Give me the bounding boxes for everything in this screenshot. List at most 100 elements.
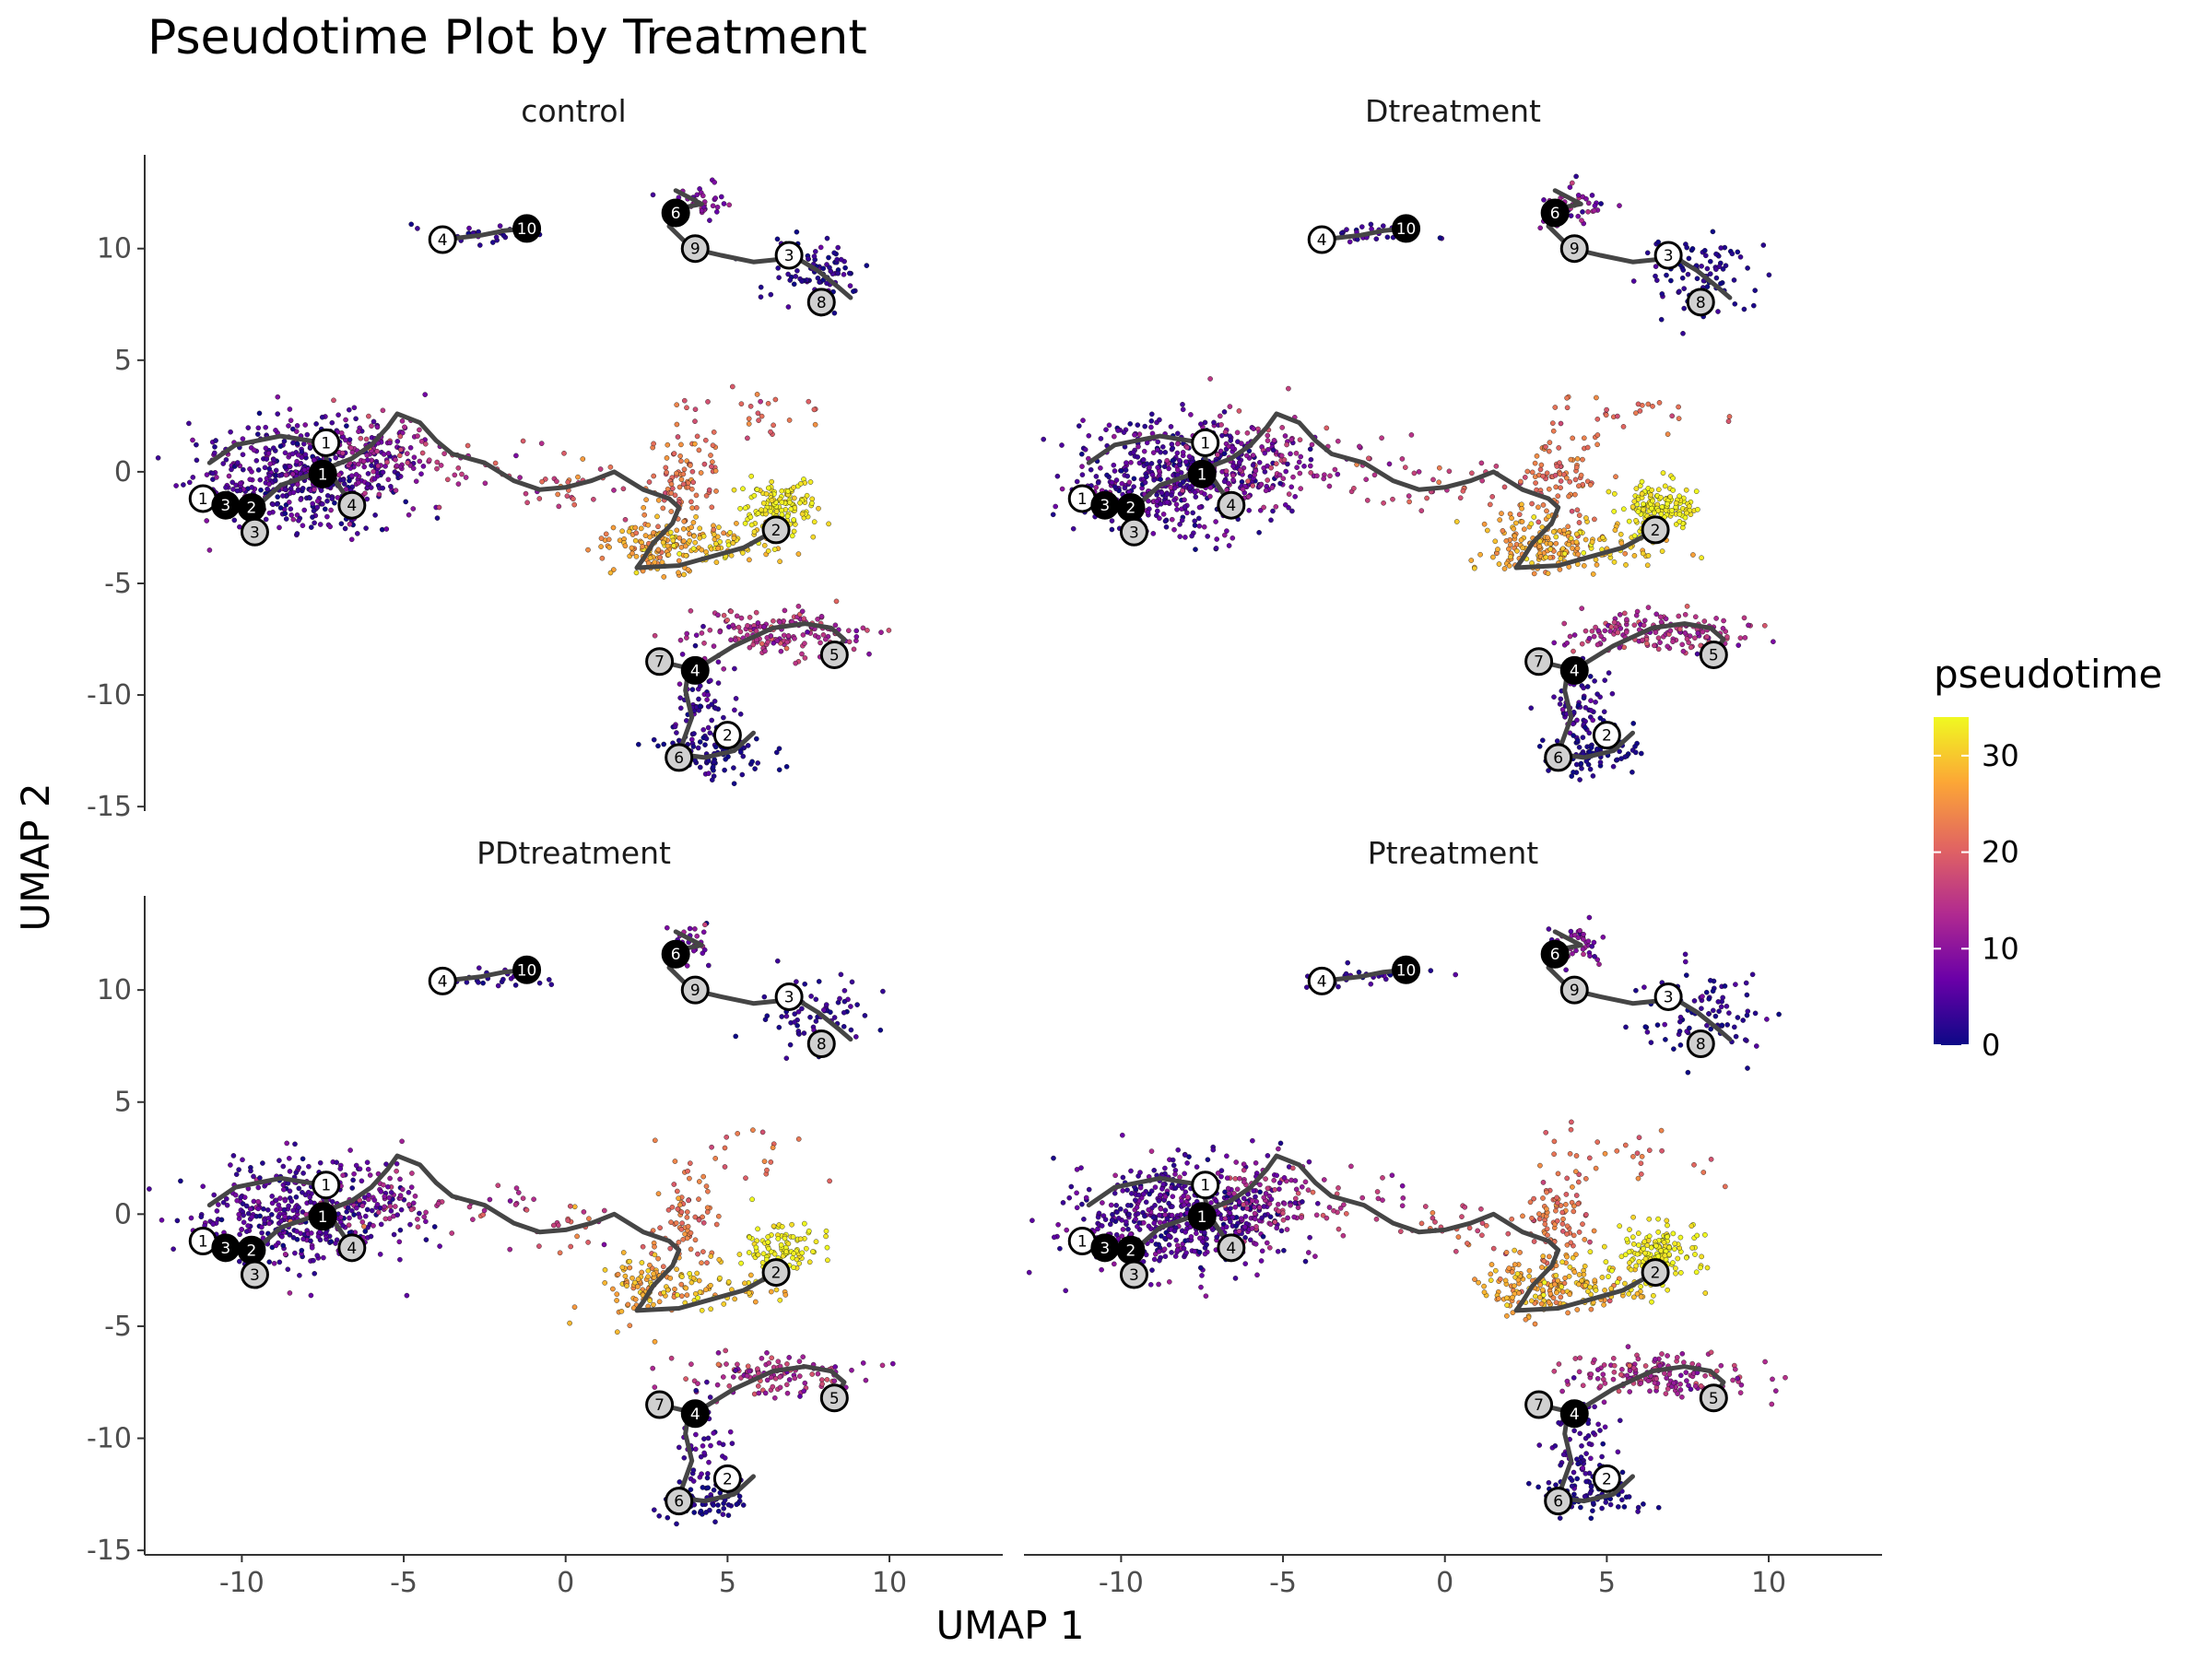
cell-point <box>300 1156 306 1162</box>
cell-point <box>1213 519 1218 524</box>
cell-point <box>247 1206 253 1212</box>
cell-point <box>765 1239 771 1245</box>
cell-point <box>293 1194 300 1200</box>
cell-point <box>1690 552 1696 558</box>
cell-point <box>423 1237 429 1242</box>
cell-point <box>1298 453 1303 460</box>
cell-point <box>347 1147 353 1153</box>
cell-point <box>1631 533 1638 539</box>
cell-point <box>280 1163 287 1170</box>
cell-point <box>234 460 241 465</box>
cell-point <box>1771 639 1776 645</box>
cell-point <box>363 525 369 531</box>
milestone-label: 1 <box>1197 465 1207 484</box>
cell-point <box>1152 1184 1159 1190</box>
cell-point <box>751 492 758 499</box>
cell-point <box>713 488 719 494</box>
cell-point <box>408 1184 415 1190</box>
cell-point <box>1148 1148 1155 1154</box>
milestone-label: 4 <box>1317 231 1327 250</box>
cell-point <box>1288 437 1295 442</box>
cell-point <box>228 429 233 435</box>
cell-point <box>712 468 719 474</box>
cell-point <box>690 520 697 525</box>
cell-point <box>1095 480 1101 486</box>
cell-point <box>1665 500 1670 507</box>
cell-point <box>1571 632 1578 638</box>
cell-point <box>1194 1230 1199 1236</box>
cell-point <box>1538 462 1545 468</box>
cell-point <box>1653 273 1658 279</box>
cell-point <box>1093 485 1099 490</box>
cell-point <box>380 469 386 476</box>
cell-point <box>1265 446 1271 453</box>
cell-point <box>289 426 296 432</box>
cell-point <box>706 487 712 493</box>
cell-point <box>1368 221 1374 228</box>
cell-point <box>1606 670 1612 676</box>
cell-point <box>853 628 860 634</box>
cell-point <box>692 1237 699 1243</box>
cell-point <box>1583 536 1589 543</box>
cell-point <box>405 460 411 465</box>
cell-point <box>777 1297 783 1303</box>
cell-point <box>257 1175 263 1181</box>
cell-point <box>1301 463 1307 469</box>
cell-point <box>210 1221 217 1227</box>
cell-point <box>296 1205 301 1210</box>
cell-point <box>1677 512 1683 517</box>
cell-point <box>374 1202 381 1207</box>
cell-point <box>667 529 674 535</box>
cell-point <box>482 480 488 487</box>
cell-point <box>310 500 316 507</box>
cell-point <box>711 1430 717 1436</box>
cell-point <box>1175 1147 1181 1153</box>
cell-point <box>1177 482 1183 488</box>
cell-point <box>470 1217 476 1222</box>
cell-point <box>671 451 677 456</box>
cell-point <box>1693 614 1699 620</box>
cell-point <box>388 1208 394 1214</box>
cell-point <box>1270 508 1276 514</box>
cell-point <box>775 265 782 271</box>
cell-point <box>740 753 747 759</box>
cell-point <box>1547 448 1552 454</box>
cell-point <box>708 1306 714 1312</box>
cell-point <box>1120 1188 1125 1194</box>
cell-point <box>1536 544 1543 549</box>
cell-point <box>721 666 727 672</box>
cell-point <box>599 555 606 561</box>
cell-point <box>1702 247 1708 253</box>
cell-point <box>275 394 281 400</box>
cell-point <box>324 498 330 504</box>
cell-point <box>771 422 776 429</box>
cell-point <box>724 1135 730 1140</box>
cell-point <box>255 425 262 431</box>
cell-point <box>348 445 354 451</box>
cell-point <box>1162 1253 1169 1259</box>
cell-point <box>404 1292 410 1299</box>
cell-point <box>802 655 808 661</box>
milestone-label: 3 <box>1100 497 1110 515</box>
cell-point <box>1224 528 1230 534</box>
cell-point <box>737 506 743 512</box>
cell-point <box>1611 509 1617 514</box>
cell-point <box>1586 635 1593 641</box>
cell-point <box>709 504 715 511</box>
cell-point <box>266 481 272 488</box>
cell-point <box>633 554 640 559</box>
cell-point <box>1232 1276 1239 1281</box>
cell-point <box>1658 494 1664 500</box>
cell-point <box>1650 498 1655 504</box>
cell-point <box>364 453 371 458</box>
cell-point <box>1583 195 1589 202</box>
cell-point <box>399 429 406 436</box>
cell-point <box>1670 476 1676 481</box>
cell-point <box>696 1217 702 1223</box>
cell-point <box>720 1512 726 1517</box>
cell-point <box>773 509 780 514</box>
cell-point <box>610 524 617 531</box>
cell-point <box>1726 414 1733 419</box>
cell-point <box>1569 508 1575 514</box>
